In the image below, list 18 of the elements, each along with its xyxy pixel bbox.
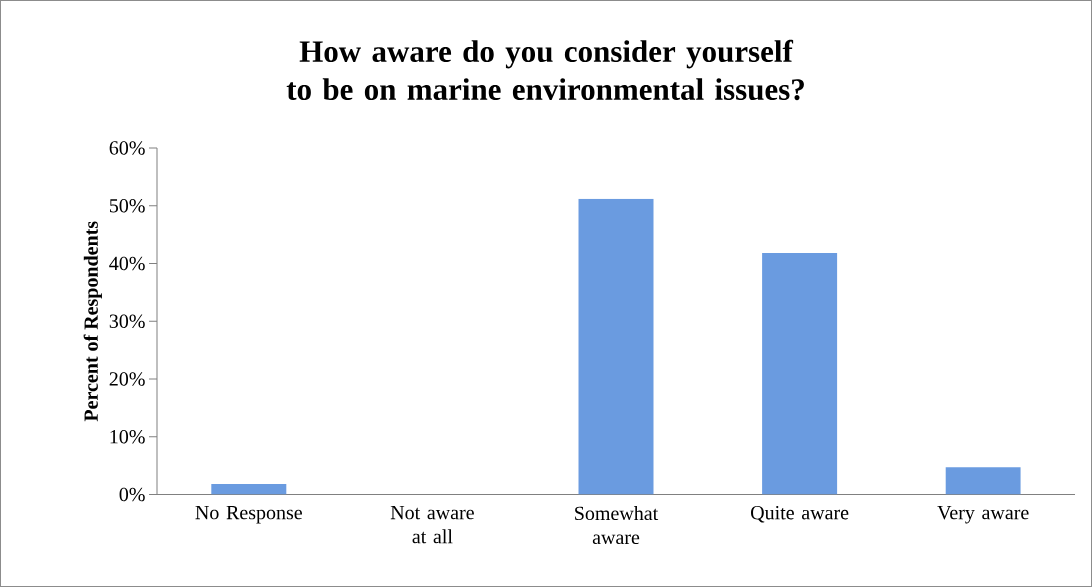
bar (945, 467, 1021, 495)
y-tick-label: 0% (119, 487, 145, 502)
y-tick-label: 50% (109, 198, 145, 213)
bar (762, 253, 838, 495)
bar (211, 484, 287, 495)
y-tick-label: 30% (109, 314, 145, 329)
y-tick-label: 20% (109, 372, 145, 386)
x-tick-label: Somewhat aware (575, 506, 659, 545)
x-tick-label: Quite aware (751, 506, 849, 523)
y-tick-label: 40% (109, 256, 145, 271)
chart-title: How aware do you consider yourself to be on marine environmental issues? (286, 39, 804, 101)
y-tick-label: 60% (109, 141, 145, 155)
x-tick-label: Very aware (937, 506, 1029, 524)
x-tick-label: No Response (195, 506, 302, 524)
y-axis-title: Percent of Respondents (83, 221, 102, 422)
x-tick-label: Not aware at all (390, 506, 474, 544)
bar (578, 198, 654, 495)
y-tick-label: 10% (110, 429, 145, 444)
